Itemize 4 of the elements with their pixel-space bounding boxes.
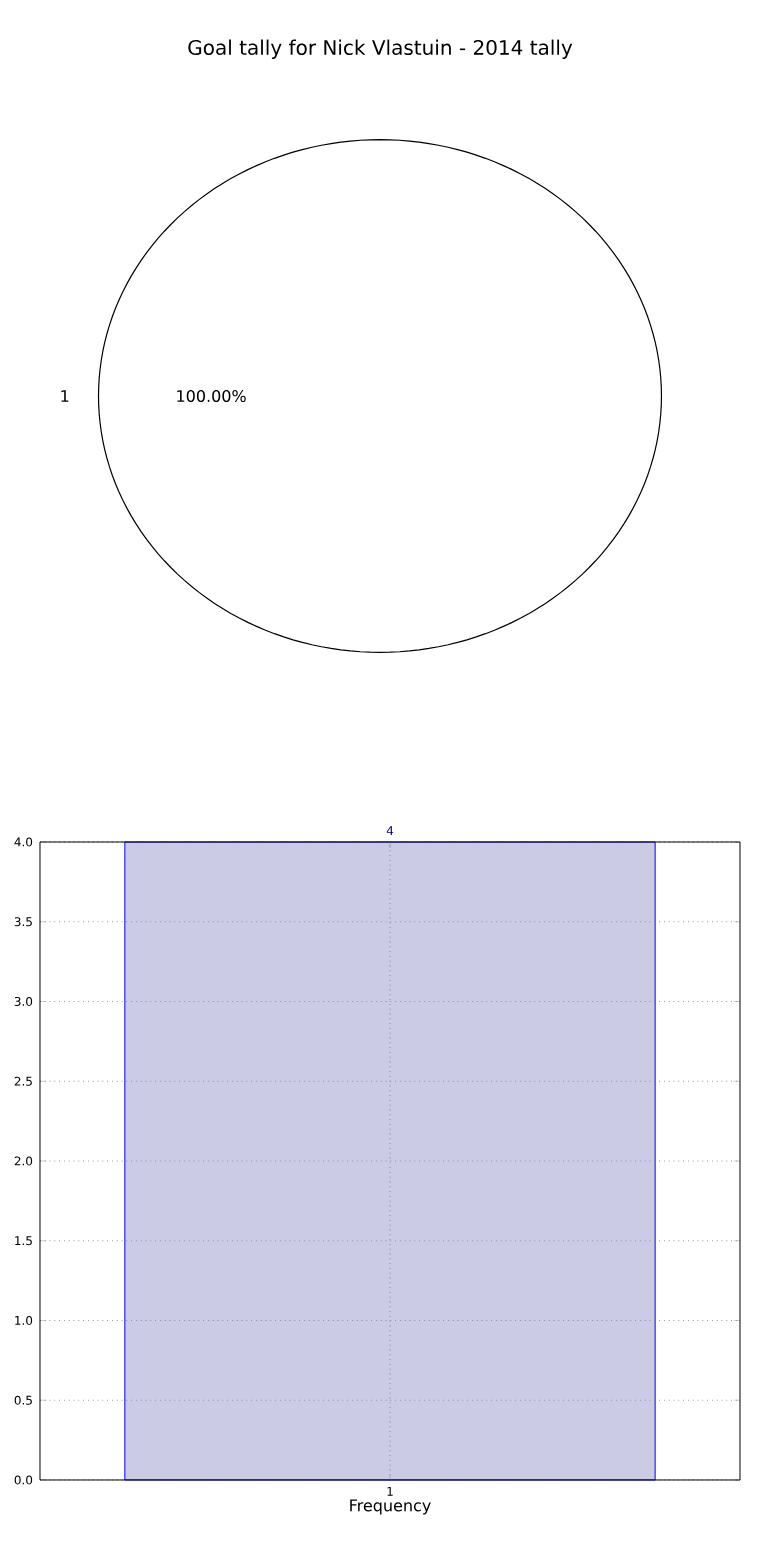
slice-label: 1	[61, 390, 69, 402]
chart-title: Goal tally for Nick Vlastuin - 2014 tally	[188, 39, 573, 59]
x-axis-title: Frequency	[350, 1499, 431, 1515]
data-label: 100.00%	[177, 389, 246, 403]
